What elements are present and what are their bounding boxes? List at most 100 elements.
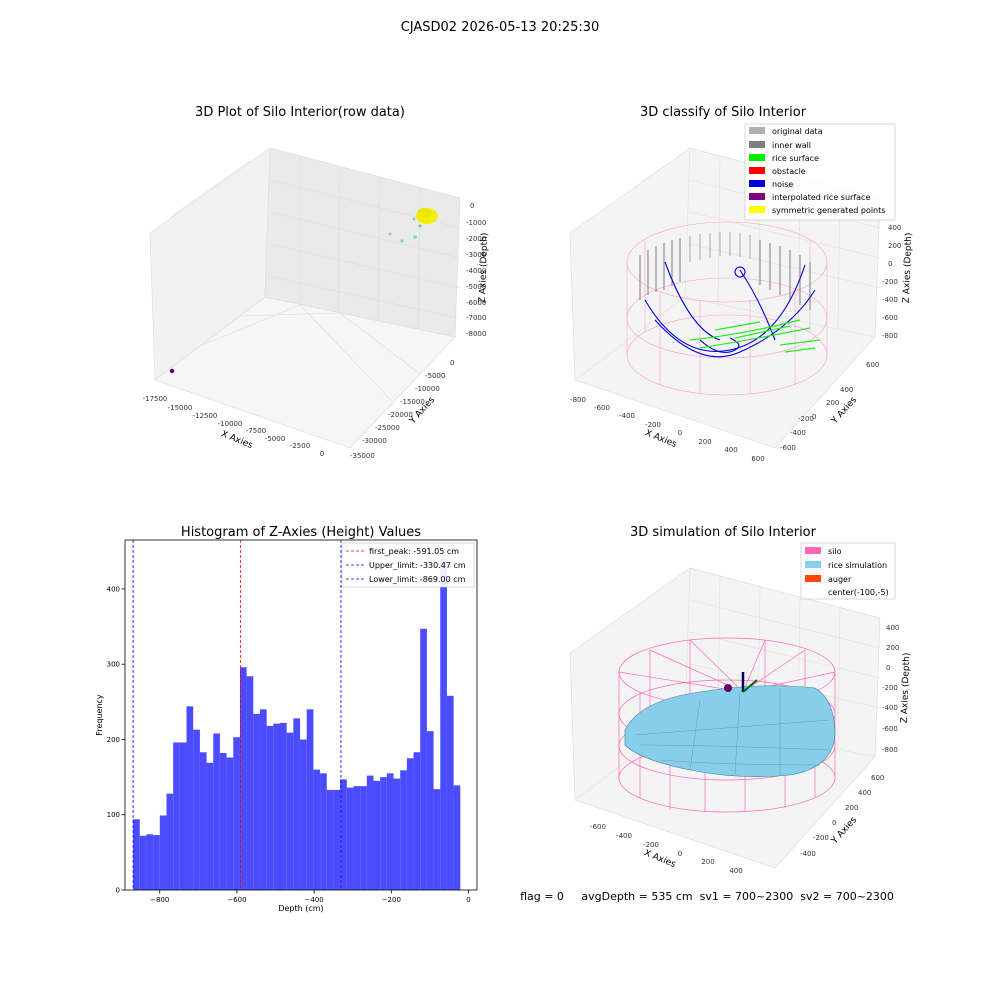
svg-text:-4000: -4000 — [466, 267, 486, 275]
histogram-bar-41 — [406, 758, 414, 890]
histogram-ytick-label-3: 300 — [107, 661, 120, 669]
svg-text:-10000: -10000 — [218, 420, 243, 428]
svg-text:200: 200 — [701, 858, 714, 866]
histogram-bar-4 — [159, 815, 167, 890]
histogram-xtick-label-0: −800 — [150, 896, 169, 904]
svg-text:-7500: -7500 — [246, 427, 266, 435]
svg-text:-35000: -35000 — [350, 452, 375, 460]
raw-3d-panel: 3D Plot of Silo Interior(row data) -1750… — [143, 105, 491, 460]
histogram-bar-36 — [373, 780, 381, 890]
svg-text:400: 400 — [724, 446, 737, 454]
histogram-frame — [124, 539, 478, 891]
histogram-bar-1 — [139, 835, 147, 890]
svg-text:600: 600 — [866, 361, 879, 369]
histogram-ytick-label-2: 200 — [107, 736, 120, 744]
svg-text:-15000: -15000 — [168, 404, 193, 412]
classify-rice-surface — [689, 319, 821, 353]
histogram-ytick-label-4: 400 — [107, 585, 120, 593]
histogram-bar-28 — [320, 773, 327, 890]
svg-text:first_peak: -591.05 cm: first_peak: -591.05 cm — [369, 547, 459, 556]
svg-text:400: 400 — [729, 867, 742, 875]
svg-text:200: 200 — [886, 644, 899, 652]
histogram-bar-14 — [226, 757, 234, 890]
svg-text:-6000: -6000 — [466, 299, 486, 307]
svg-text:-400: -400 — [619, 412, 635, 420]
histogram-bar-33 — [353, 786, 361, 890]
svg-text:-5000: -5000 — [425, 372, 445, 380]
svg-text:0: 0 — [812, 413, 816, 421]
histogram-bars — [133, 558, 461, 890]
svg-text:200: 200 — [698, 438, 711, 446]
histogram-bar-12 — [213, 733, 220, 890]
svg-text:-600: -600 — [780, 444, 796, 452]
svg-text:-600: -600 — [590, 823, 606, 831]
histogram-bar-44 — [426, 731, 434, 890]
simulation-x-ticks: -600 -400 -200 0 200 400 — [590, 823, 743, 875]
svg-text:-15000: -15000 — [400, 398, 425, 406]
svg-text:0: 0 — [832, 819, 836, 827]
histogram-ticks: −800 −600 −400 −200 0 0 100 200 300 400 — [107, 585, 471, 904]
svg-text:-12500: -12500 — [193, 412, 218, 420]
histogram-bar-48 — [453, 785, 461, 890]
svg-text:400: 400 — [858, 789, 871, 797]
svg-text:-10000: -10000 — [415, 385, 440, 393]
svg-text:symmetric generated points: symmetric generated points — [772, 206, 885, 215]
svg-text:0: 0 — [888, 260, 892, 268]
svg-text:-1000: -1000 — [466, 219, 486, 227]
histogram-ytick-label-1: 100 — [107, 811, 120, 819]
svg-text:-20000: -20000 — [388, 411, 413, 419]
histogram-x-label: Depth (cm) — [278, 904, 323, 913]
histogram-xtick-label-1: −600 — [227, 896, 246, 904]
svg-text:-5000: -5000 — [466, 283, 486, 291]
classify-z-ticks: 400 200 0 -200 -400 -600 -800 — [882, 224, 901, 340]
histogram-bar-16 — [239, 667, 247, 890]
histogram-bar-42 — [413, 752, 421, 890]
svg-text:-2500: -2500 — [290, 442, 310, 450]
svg-text:-30000: -30000 — [362, 437, 387, 445]
histogram-bar-32 — [346, 787, 354, 890]
svg-text:-800: -800 — [570, 396, 586, 404]
svg-text:-200: -200 — [645, 421, 661, 429]
histogram-bar-15 — [233, 737, 240, 890]
raw-y-ticks: 0 -5000 -10000 -15000 -20000 -25000 -300… — [350, 359, 454, 460]
svg-text:inner wall: inner wall — [772, 141, 811, 150]
figure-suptitle: CJASD02 2026-05-13 20:25:30 — [401, 20, 600, 35]
histogram-bar-19 — [259, 709, 267, 890]
histogram-bar-18 — [253, 713, 260, 890]
svg-text:auger: auger — [828, 575, 852, 584]
svg-text:0: 0 — [450, 359, 454, 367]
simulation-z-ticks: 400 200 0 -200 -400 -600 -800 — [882, 624, 899, 754]
svg-text:-400: -400 — [790, 429, 806, 437]
histogram-xtick-label-4: 0 — [466, 896, 470, 904]
classify-x-ticks: -800 -600 -400 -200 0 200 400 600 — [570, 396, 765, 463]
svg-text:-800: -800 — [882, 332, 898, 340]
svg-text:600: 600 — [751, 455, 764, 463]
svg-text:-200: -200 — [798, 415, 814, 423]
histogram-bar-31 — [340, 779, 347, 890]
histogram-legend: first_peak: -591.05 cm Upper_limit: -330… — [341, 542, 475, 588]
svg-text:400: 400 — [888, 224, 901, 232]
svg-text:center(-100,-5): center(-100,-5) — [828, 588, 889, 597]
histogram-bar-37 — [380, 777, 387, 890]
svg-text:-200: -200 — [813, 834, 829, 842]
histogram-bar-13 — [219, 753, 227, 890]
simulation-panel-title: 3D simulation of Silo Interior — [630, 525, 817, 540]
svg-text:-400: -400 — [882, 704, 898, 712]
histogram-bar-5 — [166, 793, 174, 890]
histogram-bar-11 — [206, 762, 214, 890]
histogram-bar-22 — [280, 722, 287, 890]
classify-x-label: X Axies — [643, 428, 678, 450]
histogram-bar-21 — [273, 723, 281, 890]
svg-text:obstacle: obstacle — [772, 167, 806, 176]
histogram-bar-17 — [246, 676, 254, 890]
svg-text:-8000: -8000 — [466, 330, 486, 338]
histogram-bar-3 — [153, 835, 160, 890]
histogram-vlines — [132, 540, 342, 890]
raw-gridlines — [169, 156, 461, 402]
histogram-bar-47 — [446, 695, 454, 890]
histogram-bar-46 — [440, 558, 447, 890]
svg-text:-400: -400 — [616, 832, 632, 840]
histogram-bar-23 — [286, 732, 294, 890]
svg-text:-2000: -2000 — [466, 235, 486, 243]
histogram-bar-6 — [173, 742, 180, 890]
